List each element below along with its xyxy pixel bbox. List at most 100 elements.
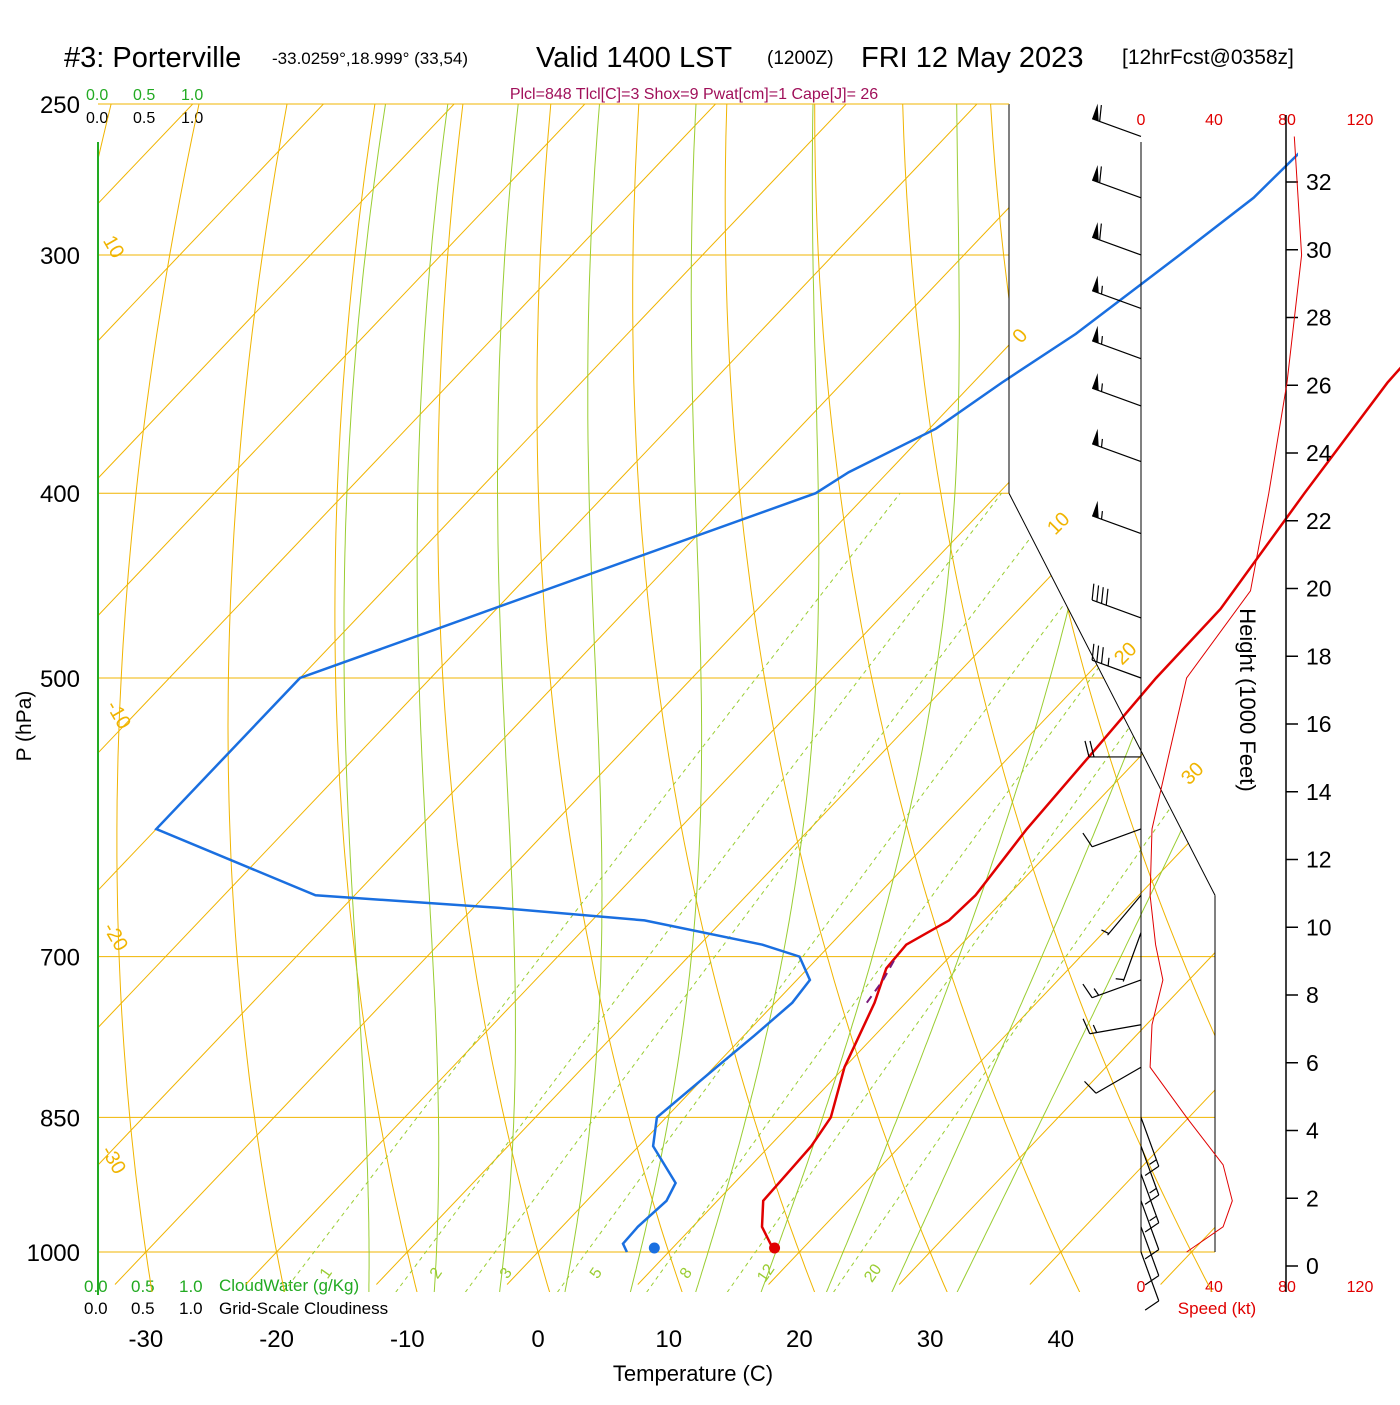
bottom-cloudiness-scale: 0.0 0.5 1.0 Grid-Scale Cloudiness (84, 1299, 388, 1318)
top-cloudwater-tick: 1.0 (181, 87, 203, 104)
wind-barb (1091, 165, 1142, 199)
wind-barb (1091, 428, 1142, 463)
pressure-tick-label: 500 (40, 666, 80, 693)
height-tick-label: 30 (1306, 237, 1332, 263)
top-cloudiness-scale: 0.0 0.5 1.0 (86, 110, 203, 127)
sounding-plot (154, 152, 1400, 1254)
isotherm-line (98, 104, 1010, 1285)
wind-barb-feather (1082, 983, 1093, 999)
wind-barb-staff (1091, 387, 1142, 407)
bottom-cloudwater-tick: 0.0 (84, 1277, 108, 1296)
moist-adiabat-line (956, 104, 1215, 1292)
wind-barb-staff (1091, 515, 1142, 535)
adiabat-label: 20 (1110, 638, 1141, 669)
isotherm-line (98, 104, 356, 1285)
wind-barb-staff (1140, 1173, 1160, 1223)
top-cloudiness-tick: 0.5 (133, 110, 155, 127)
y-axis-title: P (hPa) (13, 691, 36, 762)
top-cloudwater-tick: 0.0 (86, 87, 108, 104)
isotherm-line (98, 104, 749, 1285)
isotherm-line (98, 104, 879, 1285)
isotherm-line (98, 104, 487, 1285)
height-tick-label: 20 (1306, 576, 1332, 602)
isotherm-line (898, 104, 1215, 1285)
wind-barb-half-feather (1115, 978, 1124, 981)
mixing-ratio-label: 8 (677, 1265, 696, 1282)
height-tick-label: 18 (1306, 643, 1332, 669)
wind-barb-half-feather (1100, 510, 1103, 520)
wind-barb-flag (1092, 500, 1099, 519)
wind-barb-feather (1082, 832, 1093, 848)
wind-barb-half-feather (1149, 1159, 1157, 1165)
wind-barb (1140, 1200, 1160, 1260)
height-tick-label: 4 (1306, 1118, 1319, 1144)
stability-indices: Plcl=848 Tlcl[C]=3 Shox=9 Pwat[cm]=1 Cap… (510, 86, 878, 103)
wind-barb-staff (1091, 599, 1142, 619)
wind-barb-half-feather (1100, 438, 1103, 448)
wind-speed-line (1149, 136, 1303, 1253)
wind-barb (1084, 740, 1141, 758)
wind-barb-staff (1091, 979, 1142, 999)
height-tick-label: 22 (1306, 508, 1332, 534)
speed-tick-bottom: 80 (1278, 1279, 1296, 1296)
wind-barb (1101, 894, 1142, 936)
temperature-tick-label: -30 (129, 1326, 164, 1353)
dry-adiabat-line (632, 104, 816, 1292)
mixing-ratio-line (832, 492, 1215, 1292)
wind-barb (1140, 1145, 1160, 1205)
moist-adiabat-line (416, 104, 453, 1292)
wind-barb-flag (1092, 373, 1099, 391)
wind-barb (1082, 979, 1142, 999)
dry-adiabat-line (116, 104, 207, 1292)
wind-barb-staff (1140, 1251, 1160, 1302)
valid-time: Valid 1400 LST (536, 42, 732, 74)
surface-temperature-point (769, 1242, 781, 1254)
wind-barb-feather (1096, 585, 1100, 602)
height-tick-label: 16 (1306, 711, 1332, 737)
dry-adiabat-line (227, 104, 294, 1292)
bottom-cloudwater-tick: 1.0 (179, 1277, 203, 1296)
mixing-ratio-label: 12 (754, 1261, 778, 1285)
wind-barb-staff (1091, 340, 1142, 360)
temperature-tick-label: 20 (786, 1326, 813, 1353)
wind-barb-staff (1107, 894, 1142, 936)
temperature-tick-label: 40 (1047, 1326, 1074, 1353)
dry-adiabat-line (724, 104, 948, 1292)
frame-slope (1008, 492, 1216, 896)
dewpoint-line (154, 152, 1298, 1253)
temperature-line (760, 366, 1400, 1253)
speed-tick-top: 40 (1205, 112, 1223, 129)
wind-barb-staff (1140, 1226, 1160, 1276)
wind-barb-feather (1105, 588, 1109, 606)
wind-barb (1091, 373, 1142, 407)
wind-barb-staff (1091, 236, 1142, 256)
pressure-tick-label: 300 (40, 243, 80, 270)
grid-clip (98, 104, 1215, 1292)
wind-barb-half-feather (1149, 1187, 1157, 1194)
mixing-ratio-label: 20 (861, 1261, 885, 1285)
wind-barb (1082, 1018, 1142, 1035)
wind-barb-staff (1140, 1145, 1160, 1196)
bottom-cloudiness-tick: 0.5 (131, 1299, 155, 1318)
wind-barb-feather (1089, 740, 1095, 758)
wind-barb-staff (1091, 659, 1142, 679)
wind-barb (1091, 643, 1142, 679)
speed-tick-top: 80 (1278, 112, 1296, 129)
mixing-ratio-line (395, 492, 1002, 1292)
valid-date: FRI 12 May 2023 (861, 42, 1083, 74)
dry-adiabat-line (1162, 104, 1215, 1292)
speed-axis-top: 0 40 80 120 (1137, 112, 1374, 129)
temperature-tick-label: -10 (390, 1326, 425, 1353)
adiabat-label: -20 (98, 919, 132, 955)
wind-barb-feather (1099, 104, 1102, 122)
wind-barb (1115, 932, 1142, 982)
mixing-ratio-line (464, 492, 1065, 1292)
speed-axis-label: Speed (kt) (1178, 1299, 1256, 1318)
height-tick-label: 0 (1306, 1253, 1319, 1279)
pressure-tick-label: 700 (40, 945, 80, 972)
dry-adiabat-line (334, 104, 418, 1292)
moist-adiabat-line (629, 104, 703, 1292)
x-axis-title: Temperature (C) (613, 1361, 773, 1386)
